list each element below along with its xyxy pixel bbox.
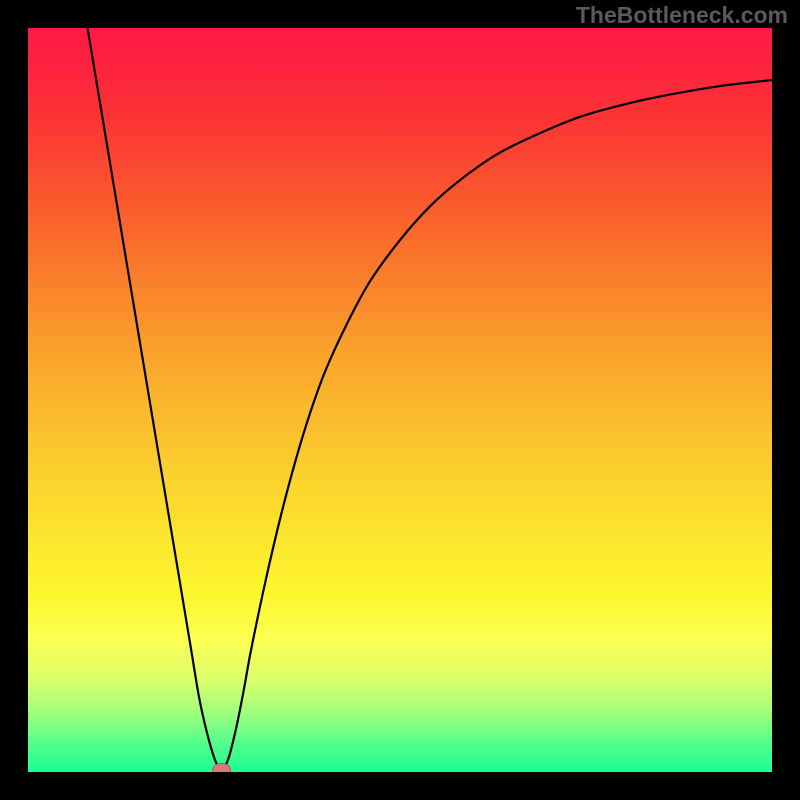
min-point-marker [212,763,231,772]
bottleneck-curve [28,28,772,772]
plot-area [28,28,772,772]
watermark-text: TheBottleneck.com [576,2,788,29]
